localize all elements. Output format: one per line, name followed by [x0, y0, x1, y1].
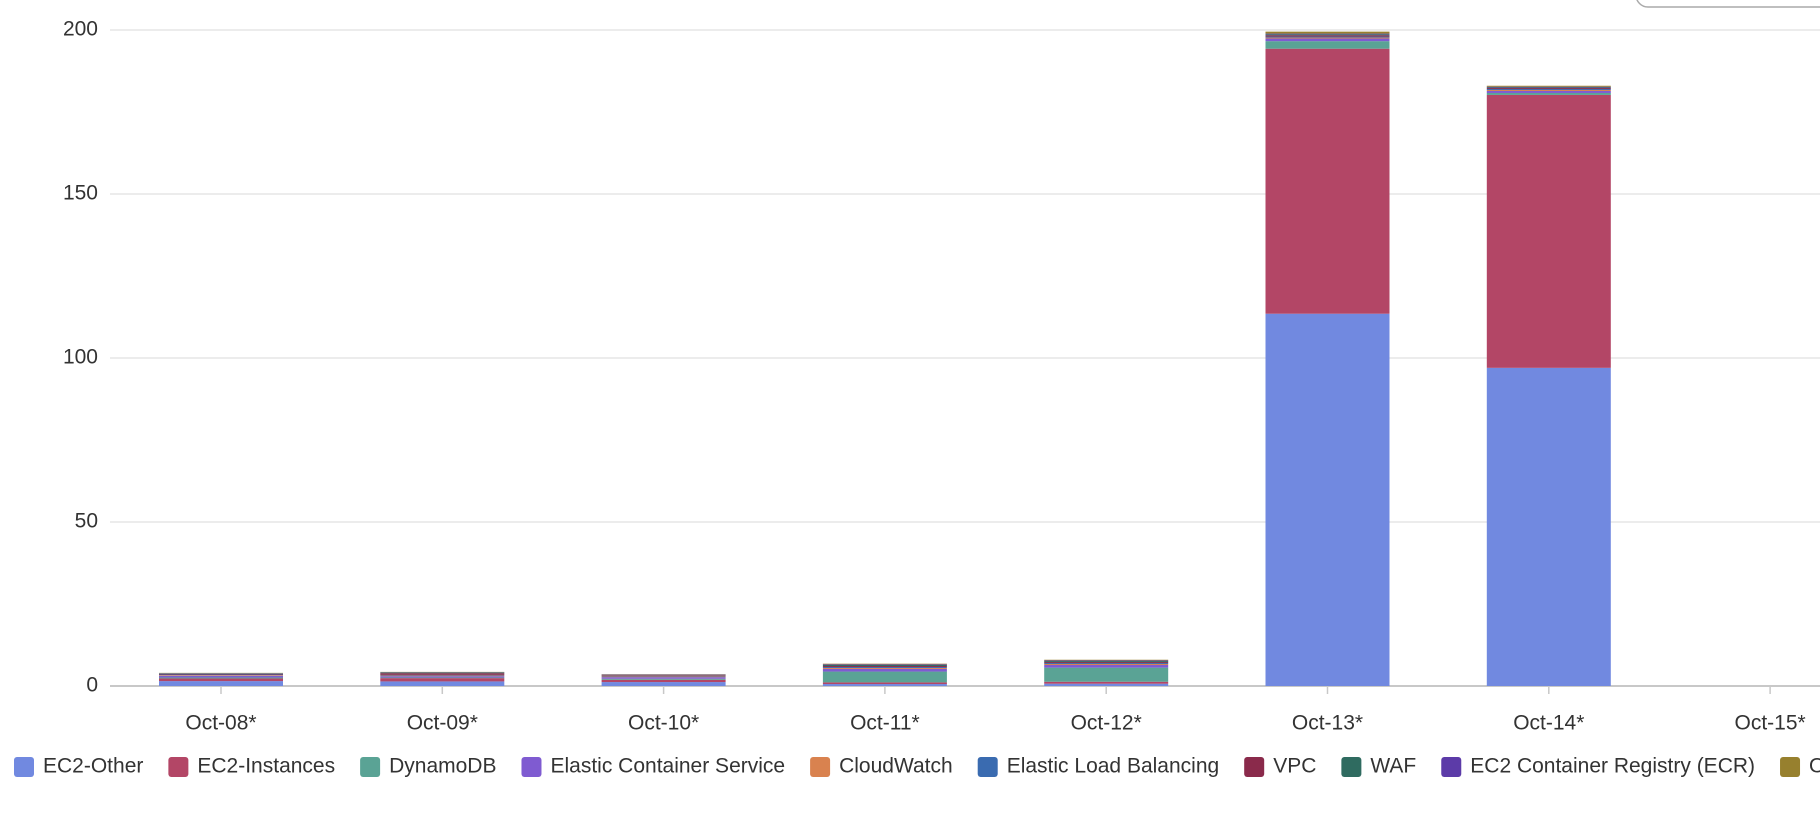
legend-swatch	[977, 757, 998, 777]
bar-segment	[1265, 36, 1390, 38]
legend-swatch	[1341, 757, 1362, 777]
bar-segment	[1044, 659, 1169, 661]
bar-segment	[159, 675, 283, 678]
bar-segment	[159, 674, 283, 676]
bar-segment	[822, 663, 947, 665]
y-tick-label: 50	[75, 510, 98, 533]
bar-segment	[1486, 89, 1611, 91]
bar-segment	[159, 678, 283, 682]
legend-swatch	[521, 757, 542, 777]
bar-segment	[822, 684, 947, 686]
bar-segment	[822, 665, 947, 666]
bar-segment	[1044, 665, 1169, 668]
legend-label: EC2-Instances	[197, 755, 335, 778]
y-tick-label: 0	[86, 674, 98, 697]
x-tick-label: Oct-09*	[407, 712, 478, 735]
legend-swatch	[1244, 757, 1265, 777]
bar-segment	[1265, 37, 1390, 39]
bar-segment	[1486, 90, 1611, 92]
legend-label: CloudWatch	[839, 755, 953, 778]
bar-segment	[601, 675, 726, 677]
bar-segment	[1044, 664, 1169, 666]
bar-segment	[1486, 85, 1611, 87]
bar-segment	[822, 671, 947, 683]
bar-segment	[601, 676, 726, 678]
bar-segment	[822, 666, 947, 668]
legend-swatch	[168, 757, 189, 777]
bar-segment	[822, 667, 947, 669]
bar-segment	[1265, 34, 1390, 36]
legend-label: DynamoDB	[389, 755, 496, 778]
bar-segment	[1044, 662, 1169, 664]
bar-segment	[822, 665, 947, 667]
bar-segment	[1265, 33, 1390, 35]
bar-segment	[380, 673, 505, 675]
legend-swatch	[360, 757, 381, 777]
bar-segment	[822, 682, 947, 685]
legend-label: VPC	[1273, 755, 1316, 778]
bar-segment	[380, 672, 505, 674]
bar-segment	[1044, 663, 1169, 665]
bar-segment	[1265, 48, 1390, 314]
bar-segment	[1265, 41, 1390, 49]
bar-segment	[1486, 92, 1611, 95]
bar-segment	[822, 664, 947, 666]
bar-segment	[1486, 94, 1611, 368]
bar-segment	[380, 681, 505, 686]
x-tick-label: Oct-10*	[628, 712, 699, 735]
bar-segment	[380, 676, 505, 678]
bar-segment	[1265, 31, 1390, 34]
bar-segment	[159, 681, 283, 686]
bar-segment	[1044, 660, 1169, 662]
bar-segment	[159, 675, 283, 676]
button-edge	[1636, 0, 1820, 8]
legend-swatch	[1441, 757, 1462, 777]
legend-swatch	[810, 757, 831, 777]
legend-label: EC2-Other	[43, 755, 143, 778]
bar-segment	[1486, 91, 1611, 93]
bar-segment	[1265, 35, 1390, 37]
y-tick-label: 200	[63, 18, 98, 41]
bar-segment	[601, 678, 726, 680]
legend-label: Elastic Load Balancing	[1007, 755, 1219, 778]
bar-segment	[1486, 86, 1611, 88]
bar-segment	[601, 679, 726, 683]
bar-segment	[380, 674, 505, 676]
x-tick-label: Oct-13*	[1292, 712, 1363, 735]
bar-segment	[1044, 681, 1169, 684]
x-tick-label: Oct-11*	[850, 712, 920, 735]
bar-segment	[380, 675, 505, 677]
x-tick-label: Oct-08*	[185, 712, 256, 735]
bar-segment	[601, 675, 726, 676]
legend-swatch	[1780, 757, 1801, 777]
bar-segment	[1044, 661, 1169, 663]
legend-swatch	[14, 757, 34, 777]
y-tick-label: 150	[63, 182, 98, 205]
bar-segment	[159, 677, 283, 679]
bar-segment	[1486, 367, 1611, 686]
legend-label: EC2 Container Registry (ECR)	[1470, 755, 1755, 778]
bar-segment	[380, 677, 505, 679]
bar-segment	[1265, 313, 1390, 686]
bar-segment	[159, 673, 283, 675]
bar-segment	[1265, 38, 1390, 42]
legend-label: WAF	[1370, 755, 1416, 778]
bar-segment	[1044, 683, 1169, 686]
bar-segment	[822, 668, 947, 672]
legend-label: Elastic Container Service	[550, 755, 785, 778]
x-tick-label: Oct-15*	[1734, 712, 1805, 735]
bar-segment	[601, 682, 726, 686]
bar-segment	[1044, 667, 1169, 682]
y-tick-label: 100	[63, 346, 98, 369]
bar-segment	[1486, 88, 1611, 90]
x-tick-label: Oct-12*	[1071, 712, 1142, 735]
x-tick-label: Oct-14*	[1513, 712, 1584, 735]
bar-segment	[1486, 87, 1611, 89]
bar-segment	[380, 678, 505, 682]
legend-label: Others	[1809, 755, 1820, 778]
bar-segment	[601, 677, 726, 679]
